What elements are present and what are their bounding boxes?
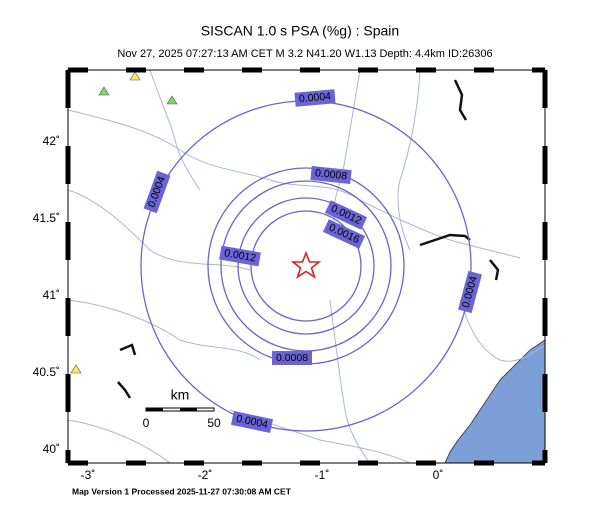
scale-end: 50 (207, 416, 221, 430)
contour-label: 0.0008 (310, 165, 352, 185)
contour-label-text: 0.0008 (276, 352, 308, 364)
title: SISCAN 1.0 s PSA (%g) : Spain (201, 23, 399, 39)
lon-label: -3˚ (81, 468, 96, 482)
scale-start: 0 (143, 416, 150, 430)
contour-label-text: 0.0012 (223, 247, 257, 264)
subtitle: Nov 27, 2025 07:27:13 AM CET M 3.2 N41.2… (117, 48, 492, 60)
footer: Map Version 1 Processed 2025-11-27 07:30… (72, 486, 292, 496)
land (68, 70, 545, 463)
lon-label: -1˚ (315, 468, 330, 482)
lon-label: 0˚ (433, 468, 444, 482)
rivers (67, 69, 546, 464)
lon-labels: -3˚ -2˚ -1˚ 0˚ (81, 468, 444, 482)
lat-label: 41.5˚ (33, 211, 60, 225)
lat-label: 40.5˚ (33, 365, 60, 379)
lat-label: 42˚ (43, 134, 60, 148)
contour-label: 0.0008 (272, 351, 312, 365)
lat-labels: 42˚ 41.5˚ 41˚ 40.5˚ 40˚ (33, 134, 60, 456)
scale-bar: km 0 50 (143, 387, 221, 430)
contour-label: 0.0012 (219, 245, 261, 267)
stations (70, 71, 178, 374)
lat-label: 40˚ (43, 442, 60, 456)
lat-label: 41˚ (43, 288, 60, 302)
contour-label: 0.0004 (294, 89, 336, 107)
contour-label: 0.0004 (230, 410, 274, 434)
scale-unit: km (171, 387, 190, 403)
lon-label: -2˚ (198, 468, 213, 482)
map: 0.0004 0.0004 0.0004 0.0004 0.0008 0.000… (65, 67, 548, 466)
contour-label-text: 0.0004 (298, 90, 331, 105)
frame (65, 67, 548, 466)
epicenter (290, 250, 322, 279)
contour-label-text: 0.0008 (314, 167, 347, 182)
